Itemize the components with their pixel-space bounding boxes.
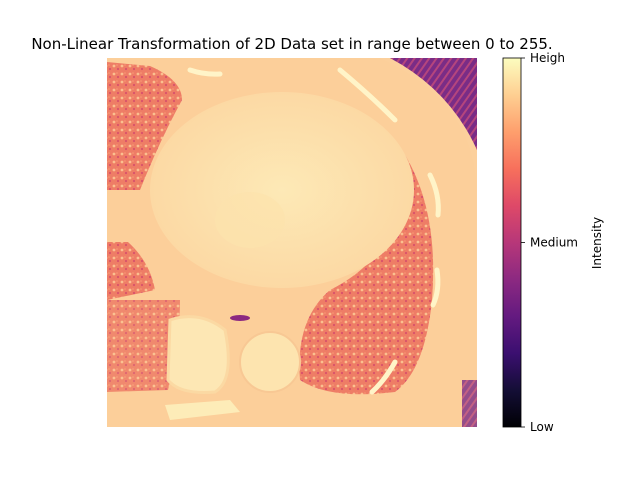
lung-left-lower	[107, 300, 180, 392]
air-pocket	[230, 315, 250, 321]
colorbar-ticks: Low Medium Heigh	[521, 51, 578, 434]
aorta-circle	[239, 331, 301, 393]
colorbar-label: Intensity	[590, 217, 604, 269]
vertebra-process	[165, 400, 240, 420]
vertebra	[166, 315, 230, 394]
colorbar-gradient	[502, 57, 522, 428]
lung-left-upper	[107, 62, 182, 190]
chart-title: Non-Linear Transformation of 2D Data set…	[31, 35, 552, 53]
outer-corner-region	[390, 58, 477, 150]
colorbar-tick-label: Heigh	[530, 51, 565, 65]
colorbar-tick-label: Medium	[530, 236, 578, 250]
heatmap-image	[107, 58, 477, 427]
colorbar: Low Medium Heigh Intensity	[502, 51, 604, 434]
colorbar-tick-label: Low	[530, 420, 554, 434]
lung-left-middle	[107, 242, 155, 300]
heart-region	[150, 92, 414, 288]
ribs	[187, 67, 441, 395]
